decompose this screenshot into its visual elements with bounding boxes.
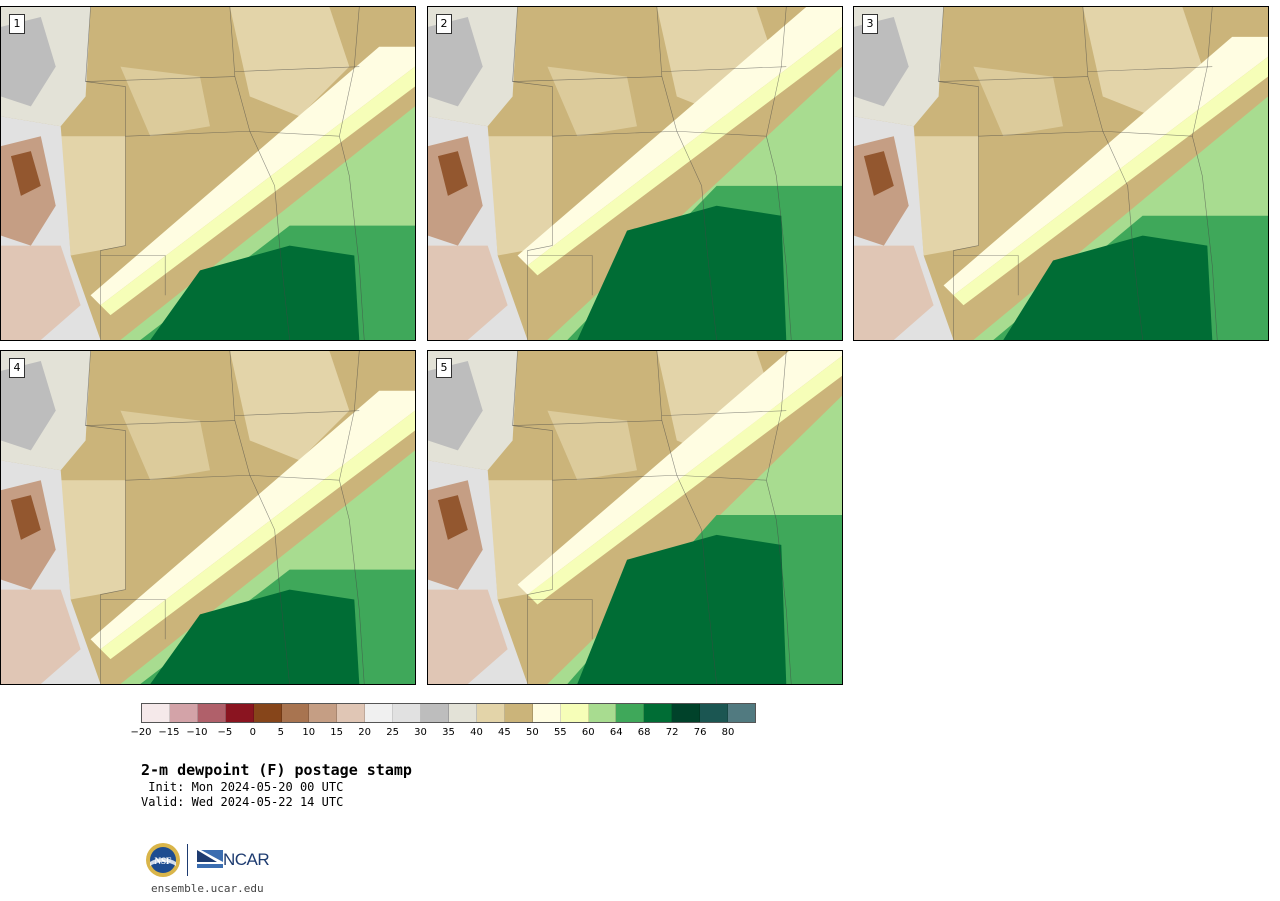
logo-bar: NSF NCAR (145, 842, 275, 880)
ncar-logo-text: NCAR (223, 850, 270, 869)
colorbar-tick-label: 20 (358, 727, 371, 738)
colorbar-tick-label: −5 (217, 727, 233, 738)
ncar-logo: NCAR (197, 848, 273, 872)
colorbar-swatch (393, 704, 422, 722)
panel-label: 2 (436, 14, 452, 34)
colorbar-tick-label: 35 (442, 727, 455, 738)
colorbar-swatch (448, 704, 477, 722)
colorbar-tick-label: 10 (302, 727, 316, 738)
colorbar-tick-label: −20 (130, 727, 152, 738)
colorbar-tick-label: 80 (721, 727, 735, 738)
colorbar-swatch (616, 704, 645, 722)
forecast-panel: 2 (427, 6, 843, 341)
colorbar-swatch (588, 704, 617, 722)
colorbar-swatch (728, 704, 755, 722)
colorbar-swatch (476, 704, 505, 722)
colorbar-tick-label: 64 (609, 727, 623, 738)
colorbar-tick-labels: −20 −15 −10 −5 0 5 10 15 20 25 30 35 40 45 50 55 60 64 68 7… (130, 727, 756, 741)
valid-time: Valid: Wed 2024-05-22 14 UTC (141, 795, 344, 809)
colorbar-tick-label: 15 (330, 727, 344, 738)
colorbar-tick-label: −15 (158, 727, 180, 738)
colorbar-swatch (700, 704, 729, 722)
init-time: Init: Mon 2024-05-20 00 UTC (141, 780, 344, 794)
forecast-panel: 3 (853, 6, 1269, 341)
colorbar-tick-label: 45 (498, 727, 511, 738)
dewpoint-map (854, 7, 1268, 340)
colorbar-tick-label: −10 (186, 727, 208, 738)
nsf-logo: NSF (146, 843, 180, 877)
colorbar-tick-label: 68 (637, 727, 651, 738)
colorbar-swatch (560, 704, 589, 722)
colorbar-tick-label: 5 (277, 727, 284, 738)
colorbar-swatch (532, 704, 561, 722)
forecast-panel: 1 (0, 6, 416, 341)
ncar-mark-icon (197, 850, 223, 868)
dewpoint-map (1, 351, 415, 684)
colorbar (141, 703, 756, 723)
colorbar-swatch (365, 704, 394, 722)
forecast-panel: 5 (427, 350, 843, 685)
colorbar-tick-label: 25 (386, 727, 399, 738)
colorbar-swatch (504, 704, 533, 722)
colorbar-tick-label: 0 (249, 727, 256, 738)
colorbar-tick-label: 72 (665, 727, 679, 738)
dewpoint-map (428, 7, 842, 340)
colorbar-tick-label: 30 (414, 727, 427, 738)
colorbar-swatch (281, 704, 310, 722)
colorbar-swatch (225, 704, 254, 722)
colorbar-swatch (169, 704, 198, 722)
colorbar-swatch (337, 704, 366, 722)
colorbar-swatch (672, 704, 701, 722)
colorbar-tick-label: 55 (553, 727, 567, 738)
panel-label: 1 (9, 14, 25, 34)
dewpoint-map (428, 351, 842, 684)
panel-label: 3 (862, 14, 878, 34)
colorbar-swatch (253, 704, 282, 722)
colorbar-swatch (142, 704, 170, 722)
colorbar-tick-label: 76 (693, 727, 707, 738)
colorbar-swatch (421, 704, 449, 722)
colorbar-tick-label: 40 (470, 727, 483, 738)
panel-label: 5 (436, 358, 452, 378)
panel-label: 4 (9, 358, 25, 378)
nsf-logo-text: NSF (154, 856, 172, 866)
chart-title: 2-m dewpoint (F) postage stamp (141, 761, 412, 779)
colorbar-swatch (309, 704, 338, 722)
website-url: ensemble.ucar.edu (151, 882, 264, 895)
colorbar-tick-label: 60 (581, 727, 595, 738)
colorbar-swatch (197, 704, 226, 722)
logo-divider (187, 844, 188, 876)
colorbar-swatch (644, 704, 673, 722)
forecast-panel: 4 (0, 350, 416, 685)
dewpoint-map (1, 7, 415, 340)
colorbar-tick-label: 50 (525, 727, 539, 738)
